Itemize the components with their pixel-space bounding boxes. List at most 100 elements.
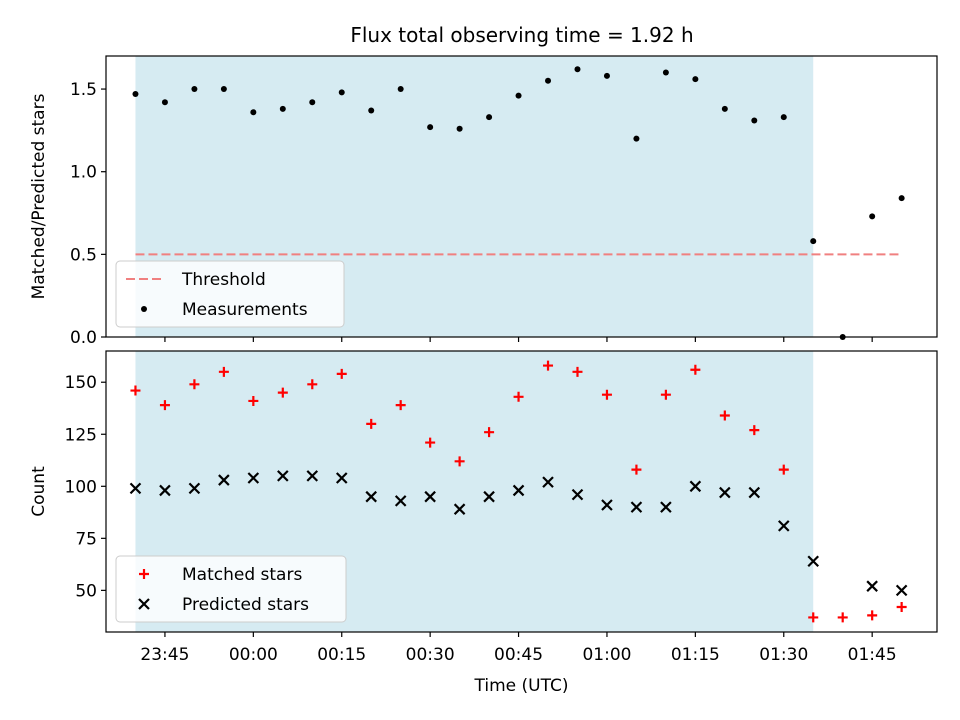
matched-star-point (130, 385, 141, 396)
predicted-star-point (365, 490, 377, 503)
x-tick-label: 01:00 (582, 645, 631, 665)
legend-box (115, 260, 345, 328)
axes-frame (105, 55, 938, 338)
measurement-point (279, 105, 286, 112)
measurement-point (220, 86, 227, 93)
ratio-panel: 0.0 0.5 1.0 1.5 Matched/Predicted stars Thres… (29, 55, 938, 348)
predicted-star-point (689, 480, 702, 493)
predicted-star-point (247, 472, 260, 484)
predicted-star-point (630, 501, 643, 513)
y-axis-label: Matched/Predicted stars (29, 93, 49, 299)
matched-star-point (543, 360, 554, 371)
axes-frame (105, 350, 938, 633)
matched-star-point (395, 400, 406, 411)
legend-matched-swatch (139, 569, 149, 579)
matched-star-point (896, 602, 907, 613)
y-tick-label: 0.0 (70, 328, 97, 348)
measurement-point (751, 117, 758, 124)
x-tick-label: 01:30 (759, 645, 808, 665)
matched-star-point (719, 410, 730, 421)
x-tick-label: 23:45 (140, 645, 189, 665)
predicted-star-point (601, 499, 613, 511)
y-tick-label: 1.5 (70, 80, 97, 100)
matched-star-point (867, 610, 878, 621)
legend-label: Threshold (181, 270, 266, 290)
predicted-star-point (335, 472, 348, 484)
measurement-point (309, 99, 316, 106)
measurement-point (250, 109, 257, 116)
x-axis-label: Time (UTC) (474, 676, 569, 696)
x-tick-label: 00:45 (494, 645, 543, 665)
x-tick-label: 00:30 (406, 645, 455, 665)
matched-star-point (631, 464, 642, 475)
matched-star-point (572, 366, 583, 377)
predicted-star-point (306, 470, 319, 482)
measurement-point (574, 66, 581, 73)
predicted-star-point (129, 482, 142, 495)
matched-star-point (218, 366, 229, 377)
measurement-point (515, 92, 522, 99)
chart-title: Flux total observing time = 1.92 h (350, 23, 693, 47)
matched-star-point (307, 379, 318, 390)
measurement-point (662, 69, 669, 76)
matched-star-point (660, 389, 671, 400)
predicted-star-point (777, 520, 790, 532)
y-tick-label: 1.0 (70, 163, 97, 183)
y-tick-label: 125 (65, 425, 97, 445)
measurement-point (633, 135, 640, 142)
matched-star-point (778, 464, 789, 475)
legend-measurement-swatch (141, 306, 147, 312)
matched-star-point (837, 612, 848, 623)
predicted-star-point (748, 486, 761, 499)
y-axis-label: Count (29, 466, 49, 517)
predicted-star-point (188, 482, 201, 495)
legend-label: Predicted stars (182, 595, 309, 615)
predicted-star-point (394, 495, 407, 507)
predicted-star-point (453, 503, 466, 515)
measurement-point (338, 89, 345, 96)
measurement-point (161, 99, 168, 106)
measurement-point (810, 238, 817, 245)
predicted-star-point (159, 484, 171, 497)
legend: Matched stars Predicted stars (115, 555, 347, 623)
legend: Threshold Measurements (115, 260, 345, 328)
measurement-point (456, 125, 463, 132)
matched-star-point (454, 456, 465, 467)
matched-star-point (513, 391, 524, 402)
predicted-star-point (719, 486, 731, 499)
measurement-point (191, 86, 198, 93)
matched-star-point (690, 364, 701, 375)
predicted-star-point (660, 501, 672, 513)
matched-star-point (366, 418, 377, 429)
y-tick-label: 0.5 (70, 245, 97, 265)
matched-star-point (159, 400, 170, 411)
measurement-point (427, 124, 434, 131)
legend-label: Matched stars (182, 565, 302, 585)
predicted-star-point (483, 490, 495, 503)
count-panel: 50 75 100 125 150 23:45 00:00 00:15 00:30 00:45 01… (29, 350, 938, 696)
predicted-star-point (866, 580, 878, 592)
legend-predicted-swatch (138, 598, 150, 610)
x-tick-label: 01:45 (848, 645, 897, 665)
predicted-star-point (807, 555, 820, 568)
measurement-point (132, 91, 139, 98)
matched-star-point (484, 427, 495, 438)
x-tick-label: 01:15 (671, 645, 720, 665)
measurement-point (692, 76, 699, 83)
predicted-star-point (895, 584, 908, 597)
y-tick-label: 100 (65, 477, 97, 497)
measurement-point (721, 105, 728, 112)
y-tick-label: 75 (75, 529, 97, 549)
matched-star-point (425, 437, 436, 448)
predicted-star-point (542, 476, 554, 488)
predicted-star-point (424, 490, 436, 503)
x-tick-label: 00:15 (317, 645, 366, 665)
measurement-point (603, 72, 610, 79)
measurement-point (869, 213, 876, 220)
matched-star-point (189, 379, 200, 390)
x-tick-label: 00:00 (229, 645, 278, 665)
measurement-point (545, 77, 552, 84)
measurement-point (898, 195, 905, 202)
predicted-star-point (277, 470, 289, 482)
